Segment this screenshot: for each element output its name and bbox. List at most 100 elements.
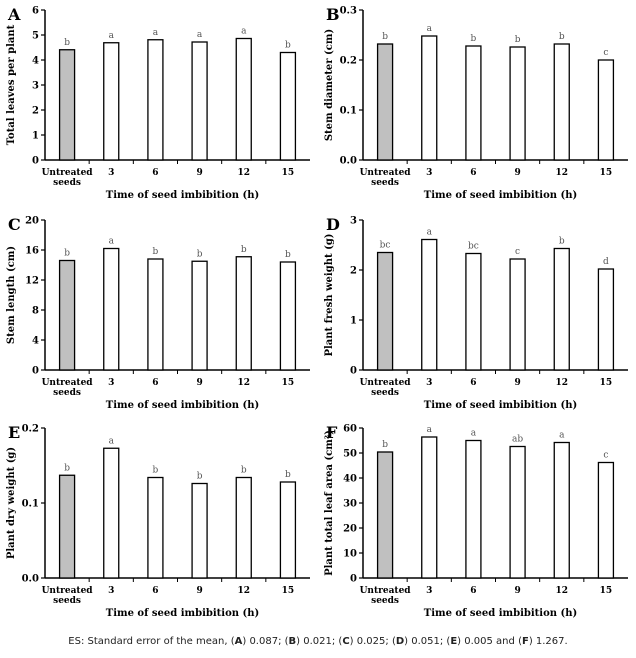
x-tick-label: 15 bbox=[282, 586, 295, 596]
y-tick-label: 5 bbox=[32, 31, 39, 42]
bar-12h bbox=[553, 441, 570, 579]
y-tick-label: 3 bbox=[350, 216, 357, 227]
y-tick-label: 0.1 bbox=[22, 499, 39, 510]
significance-letter: b bbox=[64, 463, 70, 473]
caption-se-e: (E) 0.005 and bbox=[446, 636, 519, 647]
y-tick-label: 12 bbox=[25, 276, 39, 287]
y-tick-label: 0.3 bbox=[340, 6, 357, 17]
y-tick-label: 0.2 bbox=[340, 56, 357, 67]
y-axis-label: Stem diameter (cm) bbox=[324, 29, 335, 141]
panel-a: A 0 1 2 3 4 5 6 b Untreated seeds a 3 a 6 a 9 a 12 b 15 Time … bbox=[0, 0, 318, 208]
bar-9h bbox=[191, 482, 208, 579]
y-tick-label: 0 bbox=[32, 366, 39, 377]
bar-6h bbox=[147, 476, 164, 579]
bar-9h bbox=[509, 445, 526, 579]
y-tick-label: 60 bbox=[343, 424, 357, 435]
x-tick-label: Untreated bbox=[42, 168, 94, 178]
significance-letter: b bbox=[241, 245, 247, 255]
bar-9h bbox=[191, 260, 208, 371]
significance-letter: b bbox=[241, 466, 247, 476]
y-axis-label: Stem length (cm) bbox=[6, 246, 17, 344]
bar-15h bbox=[279, 51, 297, 161]
bar-untreated bbox=[376, 451, 394, 579]
significance-letter: c bbox=[603, 451, 608, 461]
bar-3h bbox=[103, 247, 120, 371]
significance-letter: d bbox=[603, 257, 609, 267]
bar-6h bbox=[465, 439, 482, 579]
significance-letter: a bbox=[471, 429, 477, 439]
y-tick-label: 0.2 bbox=[22, 424, 39, 435]
significance-letter: a bbox=[427, 24, 433, 34]
x-tick-label: 15 bbox=[600, 168, 613, 178]
y-tick-label: 10 bbox=[343, 549, 357, 560]
panel-letter: C bbox=[8, 215, 21, 234]
y-tick-label: 20 bbox=[343, 524, 357, 535]
y-tick-label: 8 bbox=[32, 306, 39, 317]
x-tick-label: 6 bbox=[152, 586, 158, 596]
bar-6h bbox=[147, 258, 164, 371]
y-tick-label: 16 bbox=[25, 246, 39, 257]
x-tick-label: 15 bbox=[282, 378, 295, 388]
x-axis-label: Time of seed imbibition (h) bbox=[106, 190, 259, 201]
x-tick-label: 3 bbox=[108, 378, 114, 388]
caption-prefix: ES: Standard error of the mean, bbox=[68, 636, 231, 647]
y-tick-label: 30 bbox=[343, 499, 357, 510]
x-tick-label: 12 bbox=[237, 378, 250, 388]
y-axis-label: Total leaves per plant bbox=[6, 24, 17, 145]
x-tick-label: 12 bbox=[237, 168, 250, 178]
y-tick-label: 2 bbox=[32, 106, 39, 117]
significance-letter: a bbox=[241, 27, 247, 37]
x-tick-label: 15 bbox=[600, 378, 613, 388]
y-tick-label: 1 bbox=[32, 131, 39, 142]
bar-untreated bbox=[58, 259, 76, 371]
bar-untreated bbox=[58, 49, 76, 161]
y-tick-label: 0.1 bbox=[340, 106, 357, 117]
x-tick-label: 6 bbox=[152, 378, 158, 388]
panel-letter: E bbox=[8, 423, 20, 442]
significance-letter: a bbox=[109, 436, 115, 446]
y-axis-label: Plant total leaf area (cm²) bbox=[324, 430, 335, 576]
x-tick-label: 6 bbox=[152, 168, 158, 178]
bar-9h bbox=[509, 46, 526, 161]
panel-b: B 0.0 0.1 0.2 0.3 b Untreated seeds a 3 b 6 b 9 b 12 c 15… bbox=[318, 0, 636, 208]
significance-letter: bc bbox=[468, 242, 479, 252]
significance-letter: b bbox=[153, 247, 159, 257]
bar-9h bbox=[191, 41, 208, 161]
significance-letter: b bbox=[559, 32, 565, 42]
bar-15h bbox=[279, 481, 297, 579]
bar-15h bbox=[279, 261, 297, 371]
y-tick-label: 4 bbox=[32, 336, 39, 347]
bar-9h bbox=[509, 258, 526, 371]
panel-letter: F bbox=[326, 423, 338, 442]
y-tick-label: 0.0 bbox=[22, 574, 39, 585]
bar-3h bbox=[103, 42, 120, 161]
x-tick-label: seeds bbox=[371, 178, 399, 188]
x-axis-label: Time of seed imbibition (h) bbox=[424, 400, 577, 411]
bar-untreated bbox=[376, 43, 394, 161]
x-tick-label: 3 bbox=[108, 586, 114, 596]
x-tick-label: 6 bbox=[470, 586, 476, 596]
bar-12h bbox=[235, 476, 252, 579]
y-tick-label: 2 bbox=[350, 266, 357, 277]
bar-12h bbox=[553, 43, 570, 161]
significance-letter: b bbox=[515, 35, 521, 45]
bar-3h bbox=[421, 238, 438, 371]
significance-letter: bc bbox=[380, 241, 391, 251]
caption-se-d: (D) 0.051; bbox=[391, 636, 447, 647]
significance-letter: b bbox=[285, 41, 291, 51]
bar-3h bbox=[421, 436, 438, 579]
significance-letter: c bbox=[603, 48, 608, 58]
x-tick-label: 3 bbox=[426, 378, 432, 388]
y-axis-label: Plant fresh weight (g) bbox=[324, 233, 335, 356]
significance-letter: a bbox=[109, 31, 115, 41]
bar-untreated bbox=[58, 474, 76, 579]
bar-3h bbox=[103, 447, 120, 579]
bar-15h bbox=[597, 268, 615, 371]
x-tick-label: 12 bbox=[555, 378, 568, 388]
x-tick-label: seeds bbox=[371, 596, 399, 606]
bar-15h bbox=[597, 59, 615, 161]
significance-letter: b bbox=[382, 440, 388, 450]
